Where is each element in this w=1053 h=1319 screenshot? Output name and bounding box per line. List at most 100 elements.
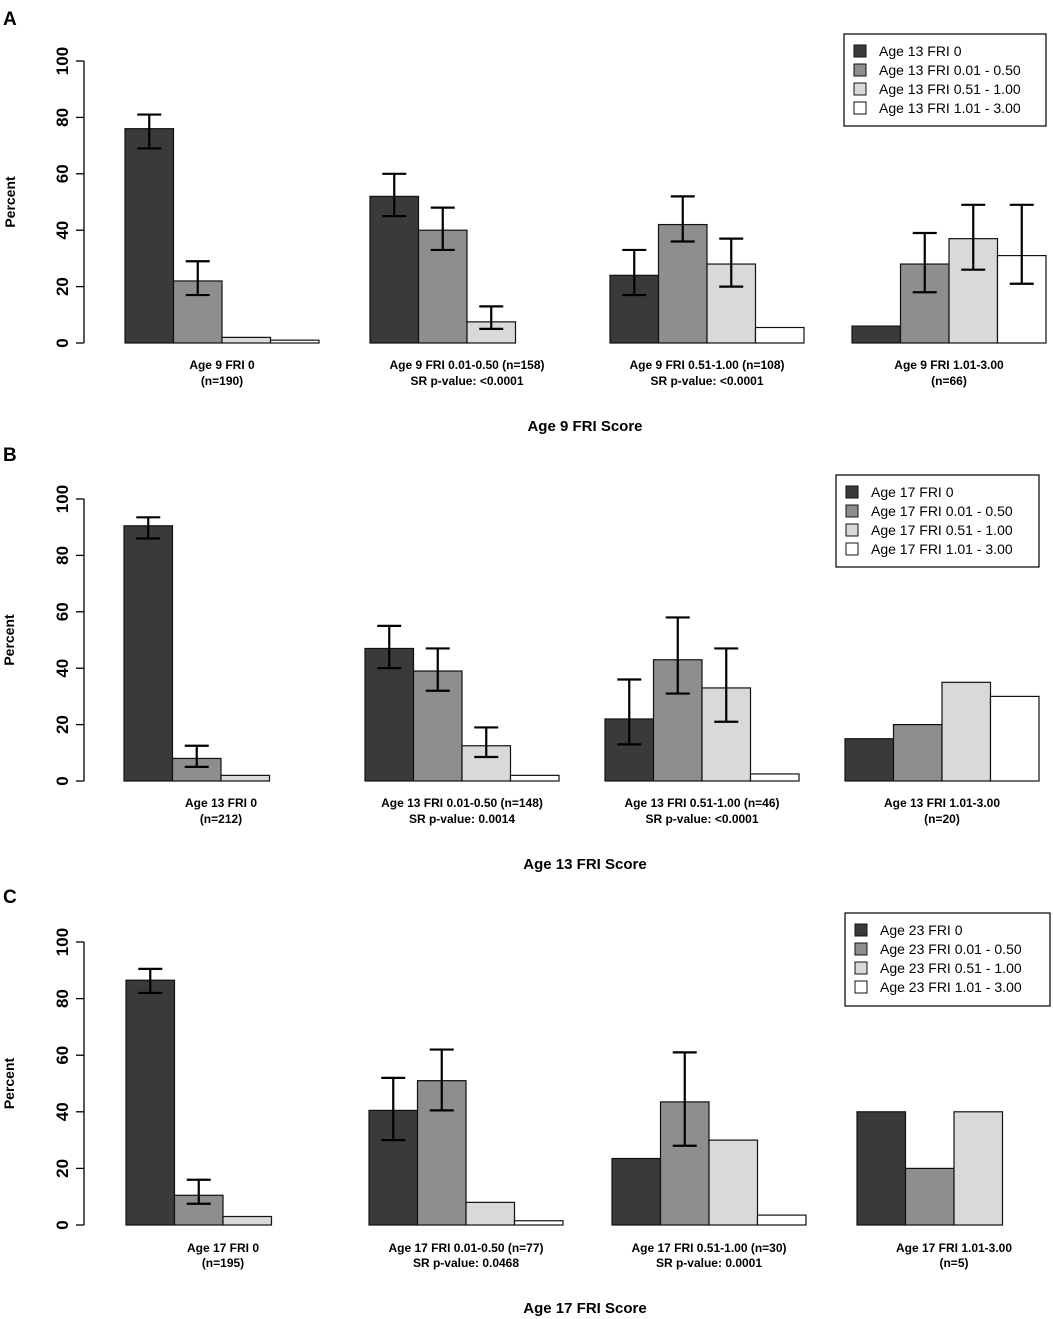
group-label: Age 13 FRI 0.51-1.00 (n=46)	[624, 796, 779, 810]
group-label: Age 17 FRI 0	[187, 1241, 259, 1255]
group-sublabel: (n=66)	[931, 374, 967, 388]
group-label: Age 17 FRI 1.01-3.00	[896, 1241, 1012, 1255]
y-tick-label: 60	[53, 602, 72, 621]
group-sublabel: (n=20)	[924, 812, 960, 826]
y-tick-label: 20	[53, 715, 72, 734]
bar	[892, 723, 943, 782]
bar	[269, 339, 320, 344]
group-label: Age 13 FRI 0	[185, 796, 257, 810]
legend-swatch	[845, 542, 859, 556]
legend-entry: Age 23 FRI 1.01 - 3.00	[880, 979, 1022, 995]
error-bar	[479, 305, 504, 330]
legend-swatch	[854, 942, 868, 956]
error-bar	[714, 647, 739, 723]
bar	[220, 774, 271, 782]
y-tick-label: 40	[53, 1102, 72, 1121]
legend-entry: Age 17 FRI 0.51 - 1.00	[871, 522, 1013, 538]
bar	[851, 325, 902, 344]
legend-entry: Age 13 FRI 1.01 - 3.00	[879, 100, 1021, 116]
legend-swatch	[845, 504, 859, 518]
group-sublabel: (n=5)	[939, 1256, 968, 1270]
legend-entry: Age 23 FRI 0	[880, 922, 963, 938]
legend-box	[844, 912, 1051, 1007]
group-label: Age 9 FRI 0	[189, 358, 255, 372]
y-axis-label: Percent	[2, 176, 18, 228]
bar	[513, 1220, 564, 1226]
bar	[465, 1201, 516, 1226]
group-label: Age 17 FRI 0.51-1.00 (n=30)	[631, 1241, 786, 1255]
bar	[125, 979, 176, 1226]
group-label: Age 9 FRI 0.51-1.00 (n=108)	[629, 358, 784, 372]
bar	[953, 1111, 1004, 1226]
bar	[222, 1215, 273, 1226]
y-tick-label: 20	[53, 1159, 72, 1178]
error-bar	[622, 248, 647, 297]
legend: Age 23 FRI 0 Age 23 FRI 0.01 - 0.50 Age 23…	[844, 912, 1051, 1007]
panel-c: C 0 20 40 60 80 100 Percent Age 17 FRI 0(n=195) A…	[1, 887, 1051, 1317]
legend-swatch	[853, 63, 867, 77]
legend-box	[843, 33, 1047, 127]
group-sublabel: SR p-value: 0.0468	[413, 1256, 519, 1270]
legend-entry: Age 13 FRI 0.01 - 0.50	[879, 62, 1021, 78]
legend-box	[835, 474, 1040, 568]
legend-entry: Age 17 FRI 0.01 - 0.50	[871, 503, 1013, 519]
legend: Age 13 FRI 0 Age 13 FRI 0.01 - 0.50 Age 13…	[843, 33, 1047, 127]
legend-entry: Age 23 FRI 0.01 - 0.50	[880, 941, 1022, 957]
error-bar	[429, 1048, 454, 1112]
legend-swatch	[845, 485, 859, 499]
error-bar	[425, 647, 450, 692]
y-tick-label: 0	[53, 776, 72, 785]
legend-swatch	[854, 980, 868, 994]
bar	[369, 195, 420, 344]
error-bar	[430, 206, 455, 252]
error-bar	[381, 1076, 406, 1142]
y-tick-label: 60	[53, 1046, 72, 1065]
bar	[509, 774, 560, 782]
group-sublabel: SR p-value: <0.0001	[410, 374, 523, 388]
group-sublabel: SR p-value: 0.0001	[656, 1256, 762, 1270]
y-tick-label: 0	[53, 338, 72, 347]
group-sublabel: (n=190)	[201, 374, 243, 388]
bar	[124, 128, 175, 344]
panel-letter: B	[3, 445, 17, 466]
legend-swatch	[845, 523, 859, 537]
error-bar	[912, 231, 937, 294]
y-tick-label: 0	[53, 1220, 72, 1229]
group-label: Age 9 FRI 1.01-3.00	[894, 358, 1004, 372]
legend-entry: Age 17 FRI 1.01 - 3.00	[871, 541, 1013, 557]
legend-entry: Age 23 FRI 0.51 - 1.00	[880, 960, 1022, 976]
error-bar	[474, 726, 499, 759]
bar	[844, 738, 895, 782]
legend-swatch	[853, 101, 867, 115]
legend-swatch	[853, 82, 867, 96]
group-label: Age 17 FRI 0.01-0.50 (n=77)	[388, 1241, 543, 1255]
error-bar	[1009, 203, 1034, 285]
group-label: Age 13 FRI 1.01-3.00	[884, 796, 1000, 810]
group-sublabel: (n=212)	[200, 812, 242, 826]
error-bar	[961, 203, 986, 271]
panel-letter: A	[3, 9, 17, 30]
group-sublabel: SR p-value: 0.0014	[409, 812, 515, 826]
y-tick-label: 80	[53, 546, 72, 565]
bar	[611, 1157, 662, 1226]
panel-b: B 0 20 40 60 80 100 Percent Age 13 FRI 0 (n=212) A…	[1, 445, 1040, 873]
bar	[123, 525, 174, 782]
group-sublabel: (n=195)	[202, 1256, 244, 1270]
y-tick-label: 80	[53, 108, 72, 127]
error-bar	[138, 967, 163, 995]
panel-letter: C	[3, 887, 17, 908]
y-tick-label: 40	[53, 221, 72, 240]
bar	[754, 326, 805, 344]
y-tick-label: 100	[53, 485, 72, 513]
group-label: Age 9 FRI 0.01-0.50 (n=158)	[389, 358, 544, 372]
y-axis-label: Percent	[1, 614, 17, 666]
legend-entry: Age 17 FRI 0	[871, 484, 954, 500]
error-bar	[670, 195, 695, 243]
y-tick-label: 100	[53, 928, 72, 956]
y-tick-label: 80	[53, 989, 72, 1008]
error-bar	[184, 744, 209, 769]
bar	[941, 681, 992, 782]
legend-swatch	[853, 44, 867, 58]
error-bar	[136, 516, 161, 540]
